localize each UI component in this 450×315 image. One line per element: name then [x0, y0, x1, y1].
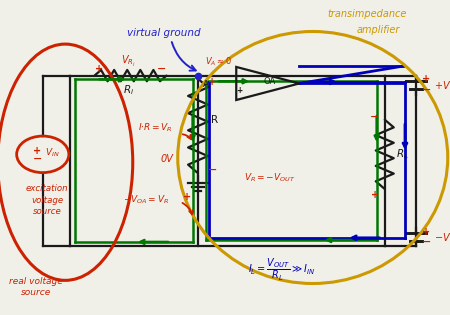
Text: A: A — [202, 80, 209, 89]
Text: +: + — [208, 77, 216, 87]
Text: −: − — [422, 237, 431, 247]
Text: $R_i$: $R_i$ — [123, 83, 134, 97]
Text: $I_L{=}\dfrac{V_{OUT}}{R_L}{\gg}I_{IN}$: $I_L{=}\dfrac{V_{OUT}}{R_L}{\gg}I_{IN}$ — [248, 256, 315, 283]
Text: −: − — [370, 112, 379, 122]
Text: real voltage
source: real voltage source — [9, 277, 63, 297]
Text: +: + — [422, 227, 430, 237]
Text: $I{\cdot}R{=}V_R$: $I{\cdot}R{=}V_R$ — [138, 121, 173, 134]
Text: OA: OA — [264, 77, 276, 86]
Text: virtual ground: virtual ground — [127, 28, 201, 38]
Text: −: − — [158, 64, 166, 74]
Text: $V_R{=}{-}V_{OUT}$: $V_R{=}{-}V_{OUT}$ — [244, 172, 296, 184]
Text: 0V: 0V — [160, 154, 173, 164]
Text: −: − — [33, 154, 42, 164]
Text: +: + — [183, 192, 191, 202]
Text: transimpedance: transimpedance — [327, 9, 406, 19]
Text: $-V_{OA}{=}V_R$: $-V_{OA}{=}V_R$ — [123, 194, 169, 206]
Text: +: + — [33, 146, 41, 156]
Text: $V_{IN}$: $V_{IN}$ — [45, 146, 59, 159]
Text: R: R — [211, 115, 218, 125]
Text: +: + — [95, 64, 103, 74]
Text: +: + — [237, 86, 243, 95]
Text: excitation
voltage
source: excitation voltage source — [26, 184, 68, 216]
Text: +: + — [422, 74, 430, 84]
Text: $R_L$: $R_L$ — [396, 147, 408, 161]
Text: −: − — [237, 72, 243, 81]
Text: $-V$: $-V$ — [434, 231, 450, 243]
Text: −: − — [422, 85, 431, 95]
Text: $V_{R_i}$: $V_{R_i}$ — [121, 54, 135, 69]
Text: $+V$: $+V$ — [434, 79, 450, 91]
Text: $V_A{\approx}0$: $V_A{\approx}0$ — [205, 55, 232, 68]
Text: amplifier: amplifier — [356, 25, 400, 35]
Text: +: + — [371, 190, 379, 200]
Text: −: − — [208, 165, 217, 175]
